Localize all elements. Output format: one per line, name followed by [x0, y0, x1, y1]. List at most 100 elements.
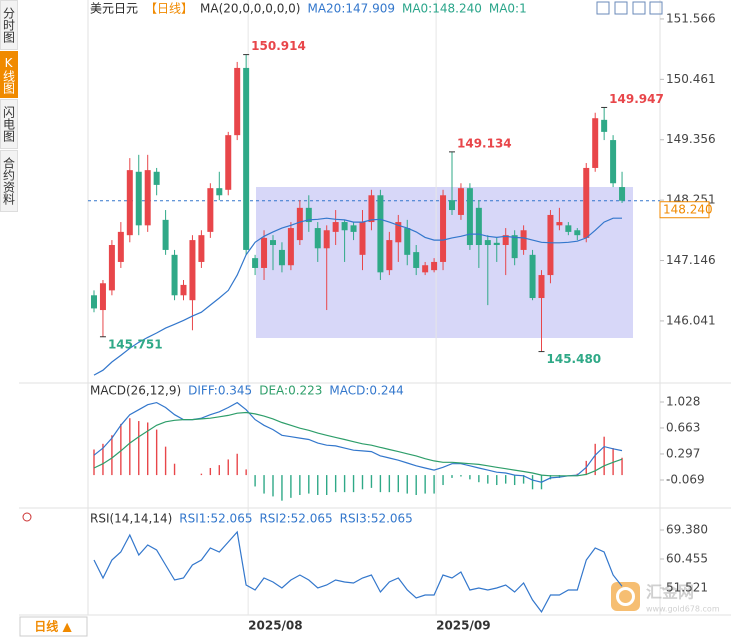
candle-body: [135, 171, 142, 226]
y-tick-label: 0.297: [666, 446, 700, 460]
candle-body: [99, 283, 106, 311]
macd-line: [93, 401, 623, 483]
candle-body: [91, 295, 97, 309]
tool-icon[interactable]: [649, 1, 663, 15]
tab[interactable]: 闪电图: [0, 99, 18, 149]
period-button-label[interactable]: 日线 ▲: [34, 619, 72, 634]
candle-body: [547, 214, 554, 276]
candle-body: [538, 275, 545, 299]
legend-item: MA0:1: [489, 2, 527, 16]
annotation-label: 149.947: [609, 92, 664, 106]
candle-body: [583, 167, 590, 238]
rsi-line: [93, 530, 623, 614]
candle-body: [431, 261, 438, 271]
watermark-logo: [616, 587, 635, 606]
y-tick-label: 150.461: [666, 72, 716, 86]
y-tick-label: 149.356: [666, 132, 716, 146]
candle-body: [108, 245, 115, 291]
candle-body: [574, 230, 581, 236]
y-tick-label: 151.566: [666, 11, 716, 25]
candle-body: [234, 67, 241, 136]
annotation-label: 145.751: [108, 337, 163, 351]
tab[interactable]: 合约资料: [0, 150, 18, 212]
candle-body: [261, 237, 268, 268]
candle-body: [270, 240, 276, 246]
last-price-box: [659, 201, 710, 219]
candle-body: [341, 222, 348, 231]
candle-body: [377, 195, 384, 273]
ma-line: [93, 217, 622, 376]
candle-body: [153, 171, 160, 185]
tab-active[interactable]: K线图: [0, 51, 18, 98]
y-tick-label: 146.041: [666, 313, 716, 327]
y-tick-label: 60.455: [666, 551, 708, 565]
candle-body: [592, 118, 599, 168]
candle-body: [332, 222, 339, 232]
candle-body: [207, 188, 214, 232]
y-tick-label: 0.663: [666, 420, 700, 434]
period-button[interactable]: [19, 616, 88, 637]
candle-body: [144, 170, 151, 226]
candle-body: [180, 284, 187, 296]
legend-item: DEA:0.223: [259, 384, 322, 398]
annotation-label: 150.914: [251, 39, 306, 53]
candle-body: [287, 228, 294, 266]
candle-body: [422, 265, 429, 273]
candle-body: [359, 222, 366, 255]
candle-body: [556, 222, 563, 226]
candle-body: [386, 240, 393, 271]
candle-body: [225, 135, 232, 190]
candle-body: [216, 188, 223, 196]
toolbar: [596, 1, 663, 15]
indicator-title: MACD(26,12,9): [90, 384, 181, 398]
candle-body: [529, 254, 536, 299]
candle-body: [323, 230, 330, 249]
candle-body: [466, 188, 473, 246]
candle-body: [305, 207, 312, 223]
watermark-url: www.gold678.com: [646, 605, 720, 614]
watermark-name: 汇金网: [646, 583, 694, 602]
candle-body: [493, 242, 500, 246]
legend-item: MA20:147.909: [307, 2, 395, 16]
settings-icon[interactable]: [22, 512, 32, 522]
x-tick-label: 2025/09: [436, 619, 490, 633]
indicator: MA(20,0,0,0,0,0): [200, 2, 300, 16]
y-tick-label: 147.146: [666, 253, 716, 267]
indicator-title: RSI(14,14,14): [90, 512, 172, 526]
watermark-logo: [611, 582, 640, 611]
candle-body: [457, 188, 464, 215]
candle-body: [502, 235, 509, 246]
legend-item: DIFF:0.345: [188, 384, 252, 398]
tool-icon[interactable]: [596, 1, 610, 15]
candle-body: [350, 225, 357, 232]
candle-body: [511, 235, 518, 259]
symbol: 美元日元: [90, 2, 138, 16]
candle-body: [198, 235, 205, 262]
y-tick-label: 1.028: [666, 395, 700, 409]
candle-body: [368, 195, 375, 223]
legend-item: MACD:0.244: [329, 384, 403, 398]
legend-item: RSI1:52.065: [179, 512, 252, 526]
legend-item: MA0:148.240: [402, 2, 482, 16]
last-price-label: 148.240: [663, 203, 713, 217]
candle-body: [395, 222, 402, 243]
tool-icon[interactable]: [632, 1, 646, 15]
tab[interactable]: 分时图: [0, 0, 18, 50]
candle-body: [117, 231, 124, 262]
legend-item: RSI2:52.065: [259, 512, 332, 526]
annotation-label: 149.134: [457, 136, 512, 150]
candle-body: [252, 258, 259, 268]
candle-body: [413, 252, 420, 268]
period: 【日线】: [145, 2, 193, 16]
annotation-label: 145.480: [547, 352, 602, 366]
candle-body: [619, 187, 626, 201]
candle-body: [278, 249, 285, 266]
tool-icon[interactable]: [614, 1, 628, 15]
candle-body: [449, 200, 455, 211]
candle-body: [189, 240, 196, 301]
x-tick-label: 2025/08: [248, 619, 302, 633]
candle-body: [162, 219, 169, 250]
legend-item: RSI3:52.065: [340, 512, 413, 526]
